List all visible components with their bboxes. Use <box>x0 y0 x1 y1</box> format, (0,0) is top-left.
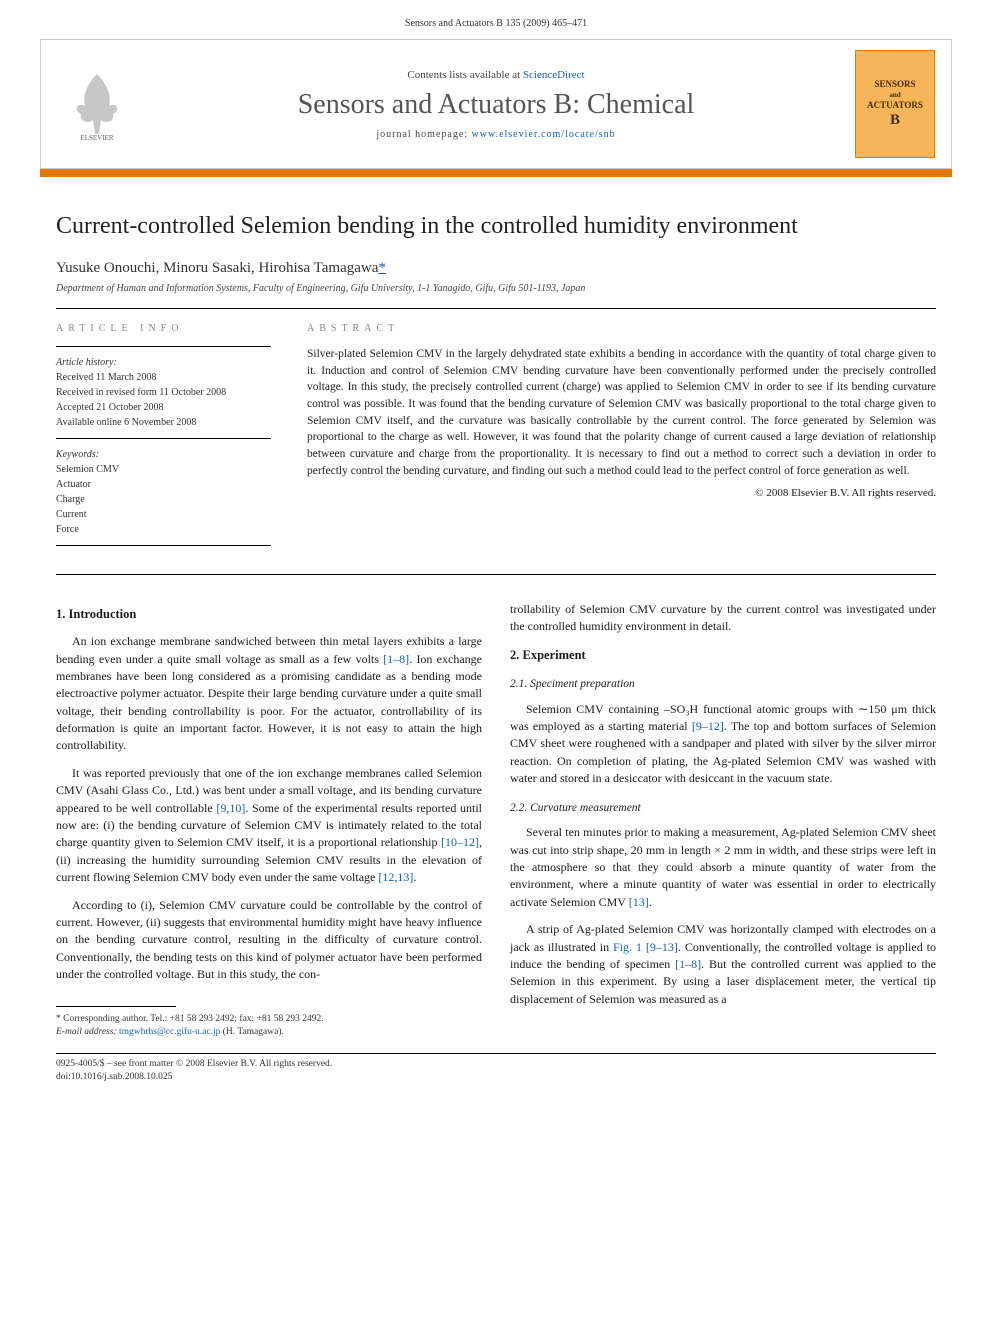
contents-prefix: Contents lists available at <box>407 69 522 81</box>
abstract-col: ABSTRACT Silver-plated Selemion CMV in t… <box>307 323 936 554</box>
cover-line2: ACTUATORS <box>867 100 923 110</box>
abstract-label: ABSTRACT <box>307 323 936 334</box>
publisher-name: ELSEVIER <box>80 134 113 142</box>
exp-p21: Selemion CMV containing –SO₃H functional… <box>510 701 936 788</box>
info-rule-3 <box>56 545 271 546</box>
content-area: Current-controlled Selemion bending in t… <box>0 213 992 1039</box>
corr-who: (H. Tamagawa). <box>220 1027 284 1037</box>
ref-10-12[interactable]: [10–12] <box>441 835 479 849</box>
ref-9-10[interactable]: [9,10] <box>216 801 245 815</box>
kw4: Current <box>56 509 87 520</box>
journal-banner: ELSEVIER Contents lists available at Sci… <box>40 39 952 169</box>
keywords-head: Keywords: <box>56 449 99 460</box>
exp-p22: Several ten minutes prior to making a me… <box>510 824 936 911</box>
info-rule-1 <box>56 346 271 347</box>
corr-line1: * Corresponding author. Tel.: +81 58 293… <box>56 1014 324 1024</box>
ref-9-13[interactable]: [9–13] <box>642 940 678 954</box>
footer-lines: 0925-4005/$ – see front matter © 2008 El… <box>0 1058 992 1109</box>
section-intro-head: 1. Introduction <box>56 605 482 623</box>
publisher-logo: ELSEVIER <box>57 59 137 149</box>
orange-divider <box>40 169 952 177</box>
article-title: Current-controlled Selemion bending in t… <box>56 213 936 240</box>
page-header: Sensors and Actuators B 135 (2009) 465–4… <box>0 0 992 39</box>
p2d: . <box>413 870 416 884</box>
authors: Yusuke Onouchi, Minoru Sasaki, Hirohisa … <box>56 260 936 277</box>
kw1: Selemion CMV <box>56 464 119 475</box>
received: Received 11 March 2008 <box>56 372 156 383</box>
abstract-copyright: © 2008 Elsevier B.V. All rights reserved… <box>307 487 936 499</box>
body-col-right: trollability of Selemion CMV curvature b… <box>510 601 936 1039</box>
online: Available online 6 November 2008 <box>56 417 196 428</box>
history-head: Article history: <box>56 357 117 368</box>
intro-p2: It was reported previously that one of t… <box>56 765 482 887</box>
revised: Received in revised form 11 October 2008 <box>56 387 226 398</box>
sciencedirect-link[interactable]: ScienceDirect <box>523 69 585 81</box>
corr-note: * Corresponding author. Tel.: +81 58 293… <box>56 1013 482 1040</box>
journal-cover: SENSORS and ACTUATORS B <box>855 50 935 158</box>
kw2: Actuator <box>56 479 91 490</box>
homepage-link[interactable]: www.elsevier.com/locate/snb <box>472 129 616 140</box>
journal-homepage: journal homepage: www.elsevier.com/locat… <box>137 129 855 140</box>
corr-rule <box>56 1006 176 1007</box>
ref-12-13[interactable]: [12,13] <box>378 870 413 884</box>
bottom-rule <box>56 1053 936 1054</box>
corr-email[interactable]: tmgwhrhs@cc.gifu-u.ac.jp <box>119 1027 220 1037</box>
intro-p3: According to (i), Selemion CMV curvature… <box>56 897 482 984</box>
kw5: Force <box>56 524 79 535</box>
p22b: . <box>649 895 652 909</box>
ref-1-8[interactable]: [1–8] <box>383 652 409 666</box>
intro-p3-cont: trollability of Selemion CMV curvature b… <box>510 601 936 636</box>
rule-body <box>56 574 936 575</box>
p22a: Several ten minutes prior to making a me… <box>510 825 936 909</box>
footer-line1: 0925-4005/$ – see front matter © 2008 El… <box>56 1059 332 1069</box>
ref-1-8b[interactable]: [1–8] <box>675 957 701 971</box>
accepted: Accepted 21 October 2008 <box>56 402 163 413</box>
body-columns: 1. Introduction An ion exchange membrane… <box>56 601 936 1039</box>
email-label: E-mail address: <box>56 1027 119 1037</box>
corr-marker[interactable]: * <box>378 260 386 276</box>
article-history: Article history: Received 11 March 2008 … <box>56 355 271 430</box>
body-col-left: 1. Introduction An ion exchange membrane… <box>56 601 482 1039</box>
homepage-prefix: journal homepage: <box>376 129 471 140</box>
ref-9-12[interactable]: [9–12] <box>692 719 724 733</box>
cover-line1: SENSORS <box>874 79 915 89</box>
rule-top <box>56 308 936 309</box>
abstract-text: Silver-plated Selemion CMV in the largel… <box>307 346 936 479</box>
info-rule-2 <box>56 438 271 439</box>
contents-line: Contents lists available at ScienceDirec… <box>137 69 855 81</box>
journal-name: Sensors and Actuators B: Chemical <box>137 89 855 121</box>
article-info-label: ARTICLE INFO <box>56 323 271 334</box>
banner-center: Contents lists available at ScienceDirec… <box>137 69 855 140</box>
info-abstract-row: ARTICLE INFO Article history: Received 1… <box>56 323 936 554</box>
ref-13[interactable]: [13] <box>629 895 649 909</box>
keywords: Keywords: Selemion CMV Actuator Charge C… <box>56 447 271 537</box>
exp-p23: A strip of Ag-plated Selemion CMV was ho… <box>510 921 936 1008</box>
cover-sub: B <box>890 112 900 129</box>
cover-and: and <box>889 91 900 99</box>
p1b: . Ion exchange membranes have been long … <box>56 652 482 753</box>
intro-p1: An ion exchange membrane sandwiched betw… <box>56 633 482 755</box>
fig1-link[interactable]: Fig. 1 <box>613 940 642 954</box>
section-exp-head: 2. Experiment <box>510 646 936 664</box>
affiliation: Department of Human and Information Syst… <box>56 283 936 294</box>
article-info-col: ARTICLE INFO Article history: Received 1… <box>56 323 271 554</box>
subsec-21-head: 2.1. Speciment preparation <box>510 676 936 693</box>
footer-line2: doi:10.1016/j.snb.2008.10.025 <box>56 1072 172 1082</box>
kw3: Charge <box>56 494 85 505</box>
subsec-22-head: 2.2. Curvature measurement <box>510 800 936 817</box>
cover-title: SENSORS and ACTUATORS <box>867 79 923 110</box>
author-names: Yusuke Onouchi, Minoru Sasaki, Hirohisa … <box>56 260 378 276</box>
elsevier-tree-icon: ELSEVIER <box>67 66 127 142</box>
